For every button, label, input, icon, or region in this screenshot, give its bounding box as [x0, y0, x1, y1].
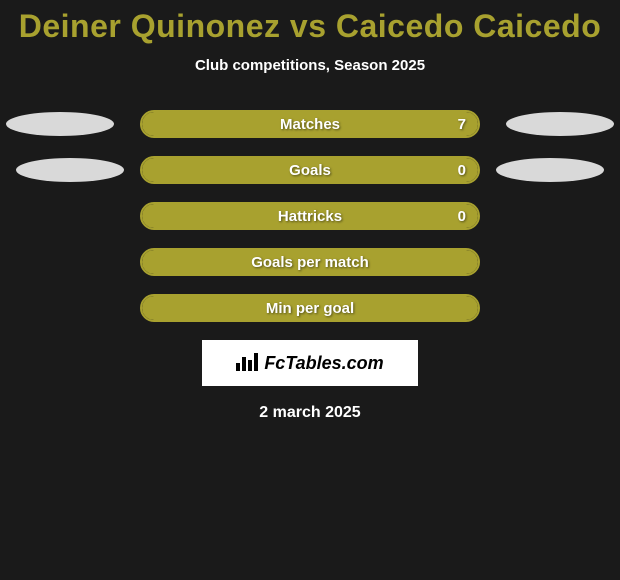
- stat-rows: Matches 7 Goals 0 Hattricks 0 Goals per match M…: [0, 110, 620, 322]
- stat-bar: Goals per match: [140, 248, 480, 276]
- right-ellipse: [506, 112, 614, 136]
- stat-row: Min per goal: [0, 294, 620, 322]
- stat-label: Hattricks: [278, 208, 342, 225]
- left-ellipse: [6, 112, 114, 136]
- stat-value-right: 7: [458, 116, 466, 133]
- stat-bar: Min per goal: [140, 294, 480, 322]
- stat-row: Goals per match: [0, 248, 620, 276]
- stat-value-right: 0: [458, 208, 466, 225]
- logo-box: FcTables.com: [202, 340, 418, 386]
- stat-row: Hattricks 0: [0, 202, 620, 230]
- stat-label: Goals per match: [251, 254, 369, 271]
- comparison-card: Deiner Quinonez vs Caicedo Caicedo Club …: [0, 0, 620, 422]
- stat-label: Matches: [280, 116, 340, 133]
- stat-bar: Matches 7: [140, 110, 480, 138]
- right-ellipse: [496, 158, 604, 182]
- bars-icon: [236, 351, 258, 376]
- footer-date: 2 march 2025: [259, 404, 360, 422]
- stat-row: Goals 0: [0, 156, 620, 184]
- stat-label: Min per goal: [266, 300, 354, 317]
- page-title: Deiner Quinonez vs Caicedo Caicedo: [19, 8, 601, 45]
- stat-value-right: 0: [458, 162, 466, 179]
- left-ellipse: [16, 158, 124, 182]
- stat-row: Matches 7: [0, 110, 620, 138]
- logo-text: FcTables.com: [264, 353, 383, 374]
- page-subtitle: Club competitions, Season 2025: [195, 57, 425, 74]
- stat-label: Goals: [289, 162, 331, 179]
- stat-bar: Hattricks 0: [140, 202, 480, 230]
- stat-bar: Goals 0: [140, 156, 480, 184]
